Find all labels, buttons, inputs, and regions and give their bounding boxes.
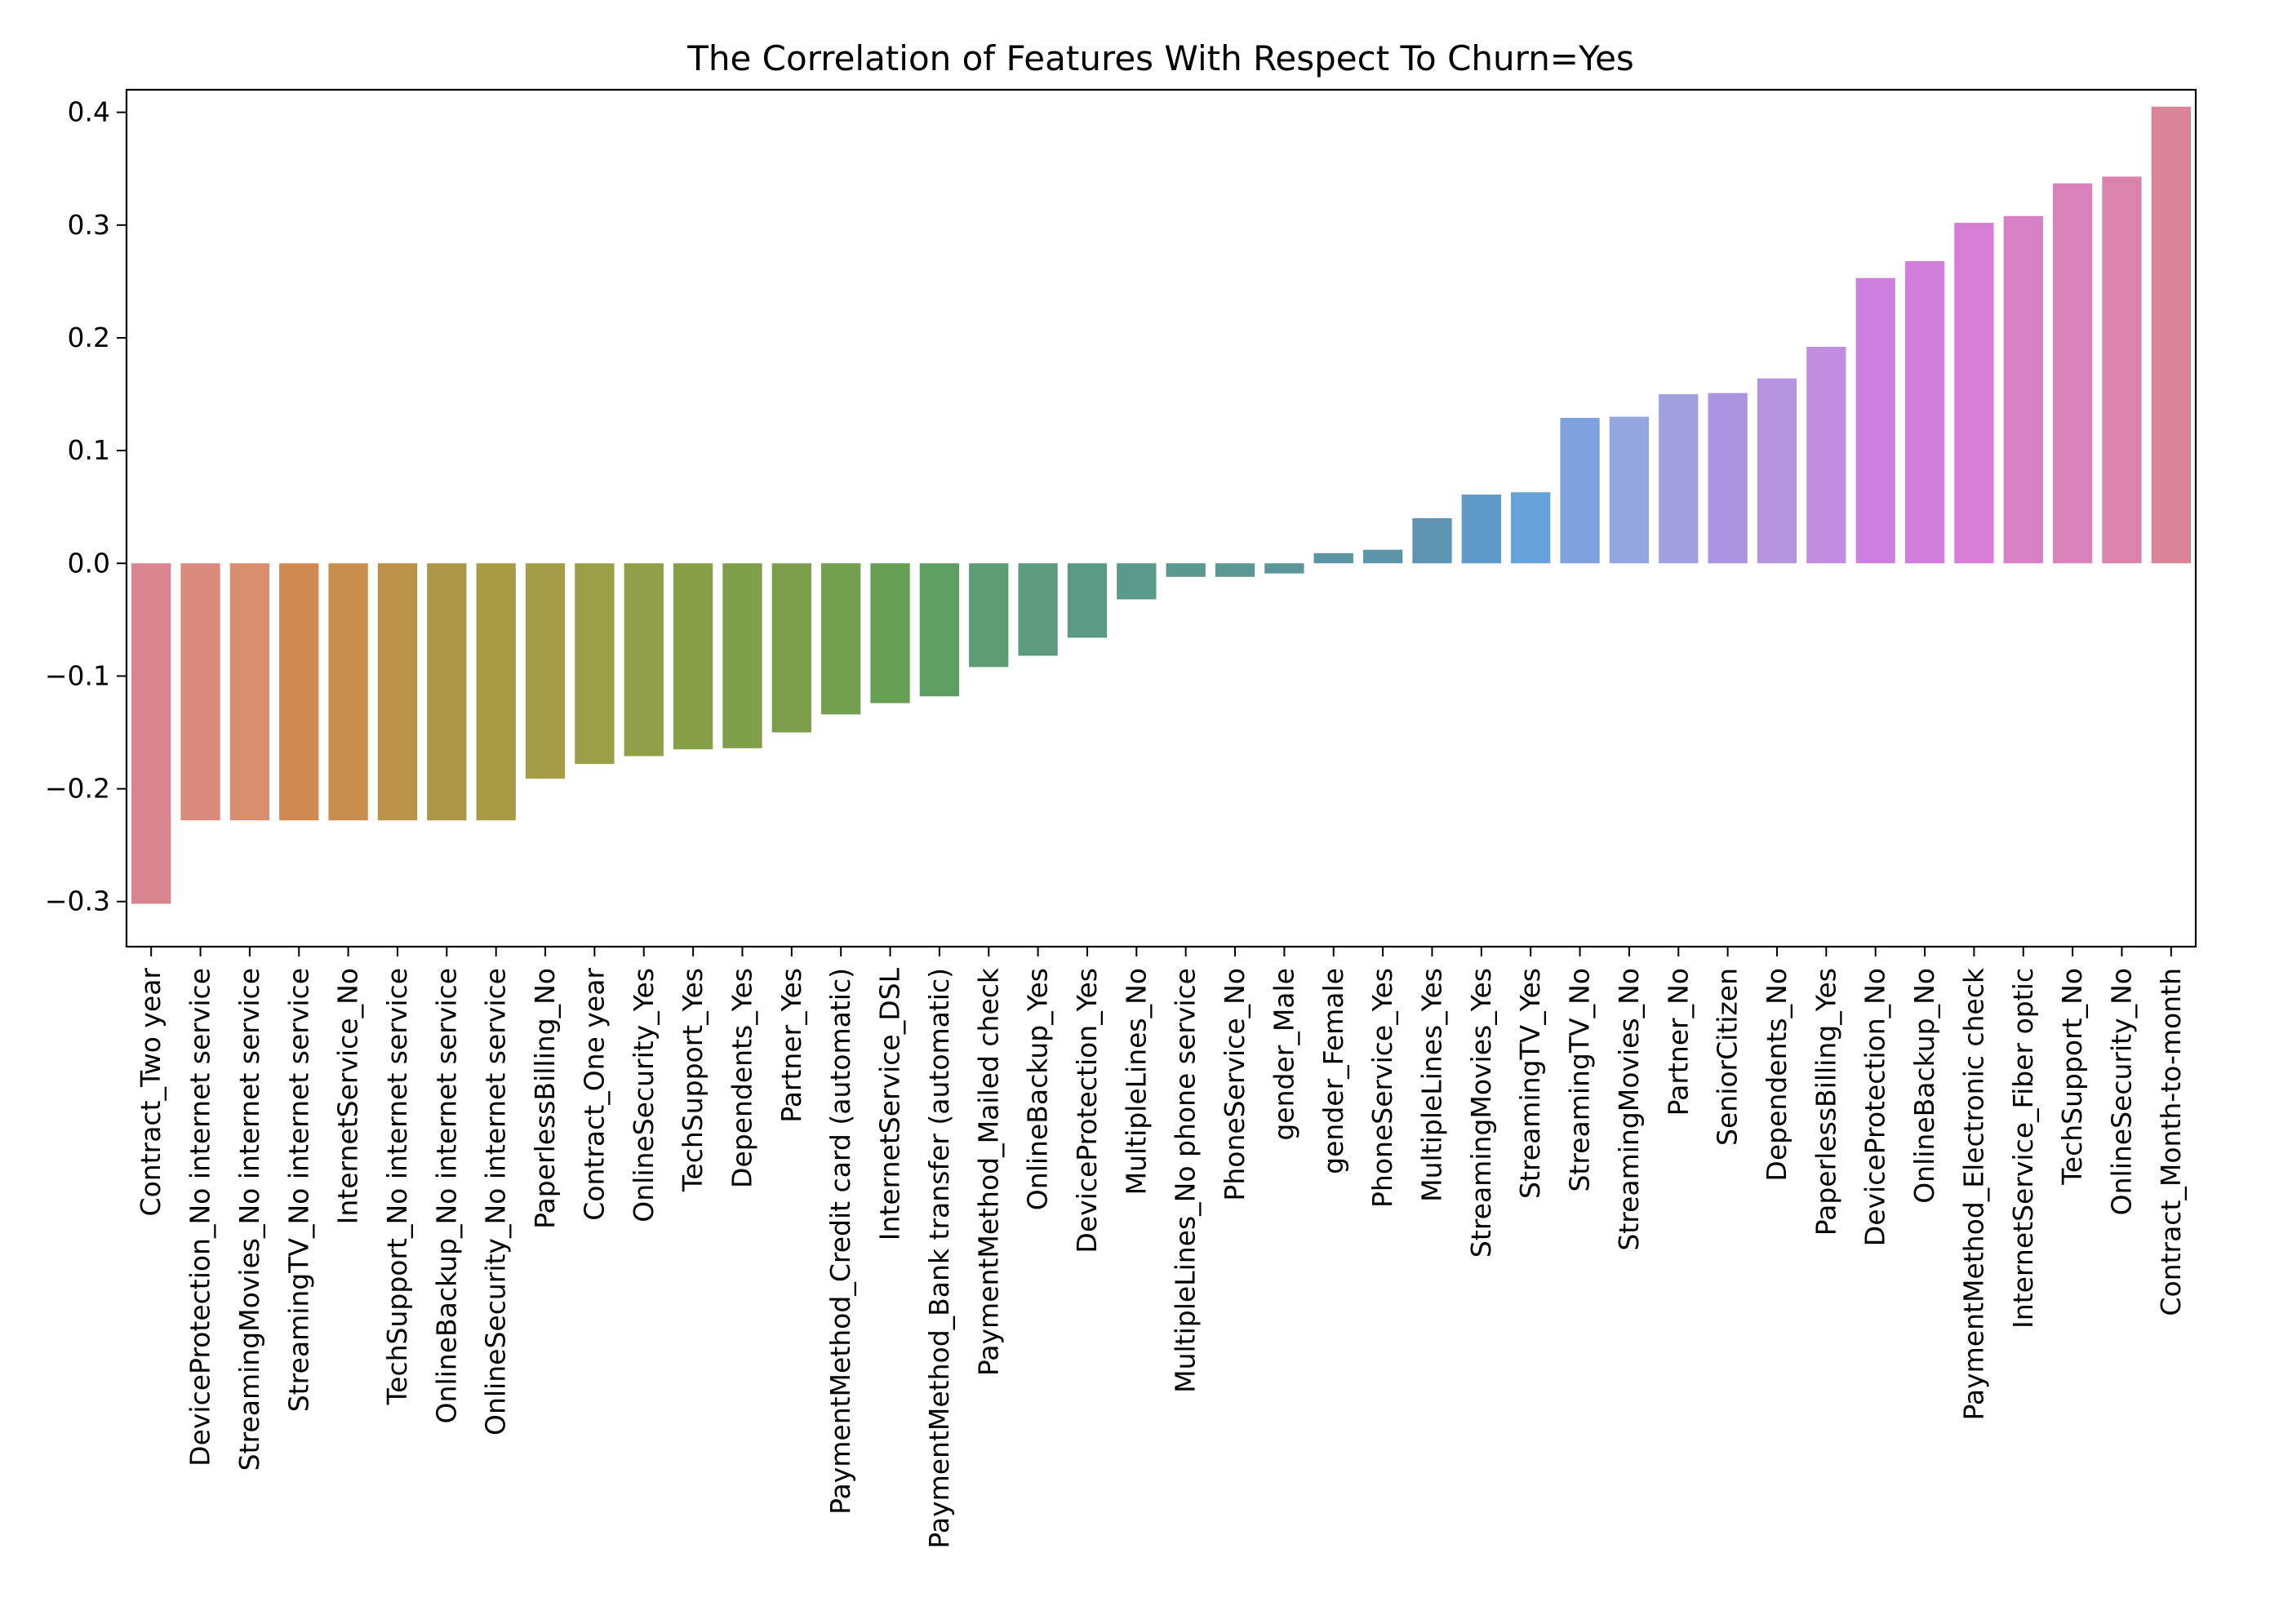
bar: [1461, 494, 1501, 564]
y-tick-label: 0.0: [68, 547, 110, 579]
bar: [1757, 378, 1797, 564]
bar: [1166, 563, 1206, 577]
x-tick-label: Dependents_No: [1761, 968, 1793, 1182]
x-tick-label: SeniorCitizen: [1712, 968, 1744, 1146]
x-tick-label: StreamingTV_No internet service: [282, 968, 314, 1412]
x-tick-label: InternetService_No: [332, 968, 364, 1224]
bar: [1067, 563, 1108, 638]
x-tick-label: MultipleLines_No phone service: [1170, 968, 1202, 1393]
bar: [2052, 183, 2093, 564]
chart-title: The Correlation of Features With Respect…: [686, 38, 1634, 78]
y-axis: −0.3 −0.2 −0.1 0.0 0.1 0.2 0.3 0.4: [45, 96, 127, 917]
bar: [180, 563, 220, 821]
bar: [2102, 176, 2142, 564]
x-tick-label: Partner_No: [1662, 968, 1694, 1116]
x-tick-label: PaymentMethod_Bank transfer (automatic): [923, 968, 955, 1549]
bar: [1215, 563, 1255, 577]
bar: [229, 563, 270, 821]
x-tick-label: PhoneService_No: [1219, 968, 1251, 1201]
x-tick-label: InternetService_Fiber optic: [2007, 968, 2039, 1329]
x-tick-label: OnlineSecurity_Yes: [628, 968, 660, 1222]
bar: [279, 563, 319, 821]
x-tick-label: StreamingTV_No: [1564, 968, 1596, 1192]
bar: [1708, 393, 1748, 564]
x-tick-label: Partner_Yes: [775, 968, 807, 1123]
x-tick-label: Contract_Two year: [135, 968, 167, 1217]
x-tick-label: OnlineBackup_Yes: [1022, 968, 1054, 1210]
bar: [1264, 563, 1304, 574]
bar: [131, 563, 171, 904]
bar: [1117, 563, 1157, 600]
x-tick-label: TechSupport_No internet service: [381, 968, 413, 1405]
x-tick-label: OnlineBackup_No: [1908, 968, 1940, 1204]
x-tick-label: PaperlessBilling_Yes: [1810, 968, 1841, 1236]
x-tick-label: OnlineBackup_No internet service: [430, 968, 462, 1423]
y-tick-label: 0.3: [68, 209, 110, 241]
y-tick-label: −0.3: [45, 885, 110, 917]
bar: [2151, 106, 2191, 564]
bar: [771, 563, 811, 733]
x-tick-label: PaymentMethod_Mailed check: [972, 967, 1004, 1376]
bar: [1362, 549, 1403, 564]
x-tick-label: Dependents_Yes: [726, 968, 757, 1188]
bar: [821, 563, 861, 715]
bar: [1806, 347, 1846, 564]
x-tick-label: gender_Female: [1317, 968, 1349, 1174]
x-tick-label: StreamingMovies_No internet service: [233, 968, 265, 1471]
bar: [377, 563, 418, 821]
bar: [1855, 277, 1895, 564]
y-tick-label: −0.1: [45, 659, 110, 691]
x-tick-label: MultipleLines_Yes: [1415, 968, 1447, 1202]
bar: [673, 563, 713, 750]
bar: [427, 563, 467, 821]
y-tick-label: −0.2: [45, 773, 110, 805]
x-tick-label: OnlineSecurity_No: [2105, 968, 2137, 1215]
bar: [1412, 518, 1452, 564]
x-tick-label: Contract_Month-to-month: [2155, 968, 2187, 1316]
x-tick-label: PaperlessBilling_No: [529, 968, 561, 1229]
x-tick-label: StreamingMovies_No: [1613, 968, 1645, 1251]
bar: [2003, 215, 2043, 564]
x-tick-label: DeviceProtection_No: [1859, 968, 1891, 1246]
bar: [1954, 223, 1994, 564]
y-tick-label: 0.2: [68, 322, 110, 353]
x-tick-label: TechSupport_No: [2056, 968, 2088, 1186]
x-tick-label: StreamingMovies_Yes: [1465, 968, 1497, 1258]
bar: [1560, 418, 1600, 564]
y-tick-label: 0.4: [68, 96, 110, 128]
x-tick-label: DeviceProtection_No internet service: [184, 968, 216, 1466]
x-tick-label: InternetService_DSL: [874, 967, 906, 1240]
bar: [919, 563, 960, 697]
bar: [969, 563, 1009, 668]
bar: [328, 563, 368, 821]
y-tick-label: 0.1: [68, 434, 110, 466]
x-tick-label: TechSupport_Yes: [677, 968, 709, 1192]
x-tick-label: gender_Male: [1268, 968, 1299, 1141]
x-tick-label: StreamingTV_Yes: [1514, 968, 1546, 1199]
x-tick-label: DeviceProtection_Yes: [1071, 968, 1103, 1253]
bar: [1609, 416, 1650, 564]
x-tick-label: MultipleLines_No: [1120, 968, 1152, 1195]
x-tick-label: PaymentMethod_Credit card (automatic): [824, 968, 856, 1515]
bar: [525, 563, 566, 779]
bar: [1313, 552, 1353, 564]
bar: [722, 563, 762, 748]
x-axis: Contract_Two year DeviceProtection_No int…: [135, 947, 2187, 1549]
x-tick-label: OnlineSecurity_No internet service: [480, 968, 512, 1435]
bar: [476, 563, 516, 821]
bar: [1511, 492, 1551, 564]
bar: [1659, 394, 1699, 564]
plot-frame: [125, 88, 2197, 948]
bar: [624, 563, 664, 757]
bar: [1018, 563, 1058, 656]
bars-layer: [131, 106, 2191, 904]
bar: [1904, 261, 1945, 564]
bar: [575, 563, 615, 765]
x-tick-label: PaymentMethod_Electronic check: [1957, 967, 1989, 1420]
bar: [870, 563, 910, 703]
x-tick-label: Contract_One year: [578, 968, 610, 1221]
x-tick-label: PhoneService_Yes: [1366, 968, 1398, 1208]
